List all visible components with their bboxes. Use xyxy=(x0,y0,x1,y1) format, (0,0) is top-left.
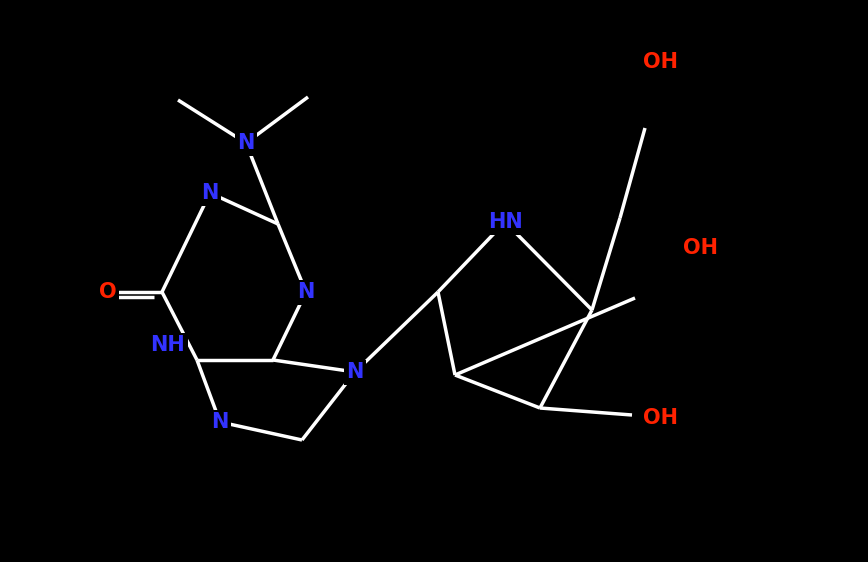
Text: OH: OH xyxy=(642,52,678,72)
Text: N: N xyxy=(346,362,364,382)
Text: N: N xyxy=(211,412,228,432)
Text: HN: HN xyxy=(488,212,523,232)
Text: N: N xyxy=(237,133,254,153)
Text: N: N xyxy=(298,282,315,302)
Text: NH: NH xyxy=(151,335,186,355)
Text: N: N xyxy=(201,183,219,203)
Text: OH: OH xyxy=(642,408,678,428)
Text: OH: OH xyxy=(682,238,718,258)
Text: O: O xyxy=(99,282,117,302)
